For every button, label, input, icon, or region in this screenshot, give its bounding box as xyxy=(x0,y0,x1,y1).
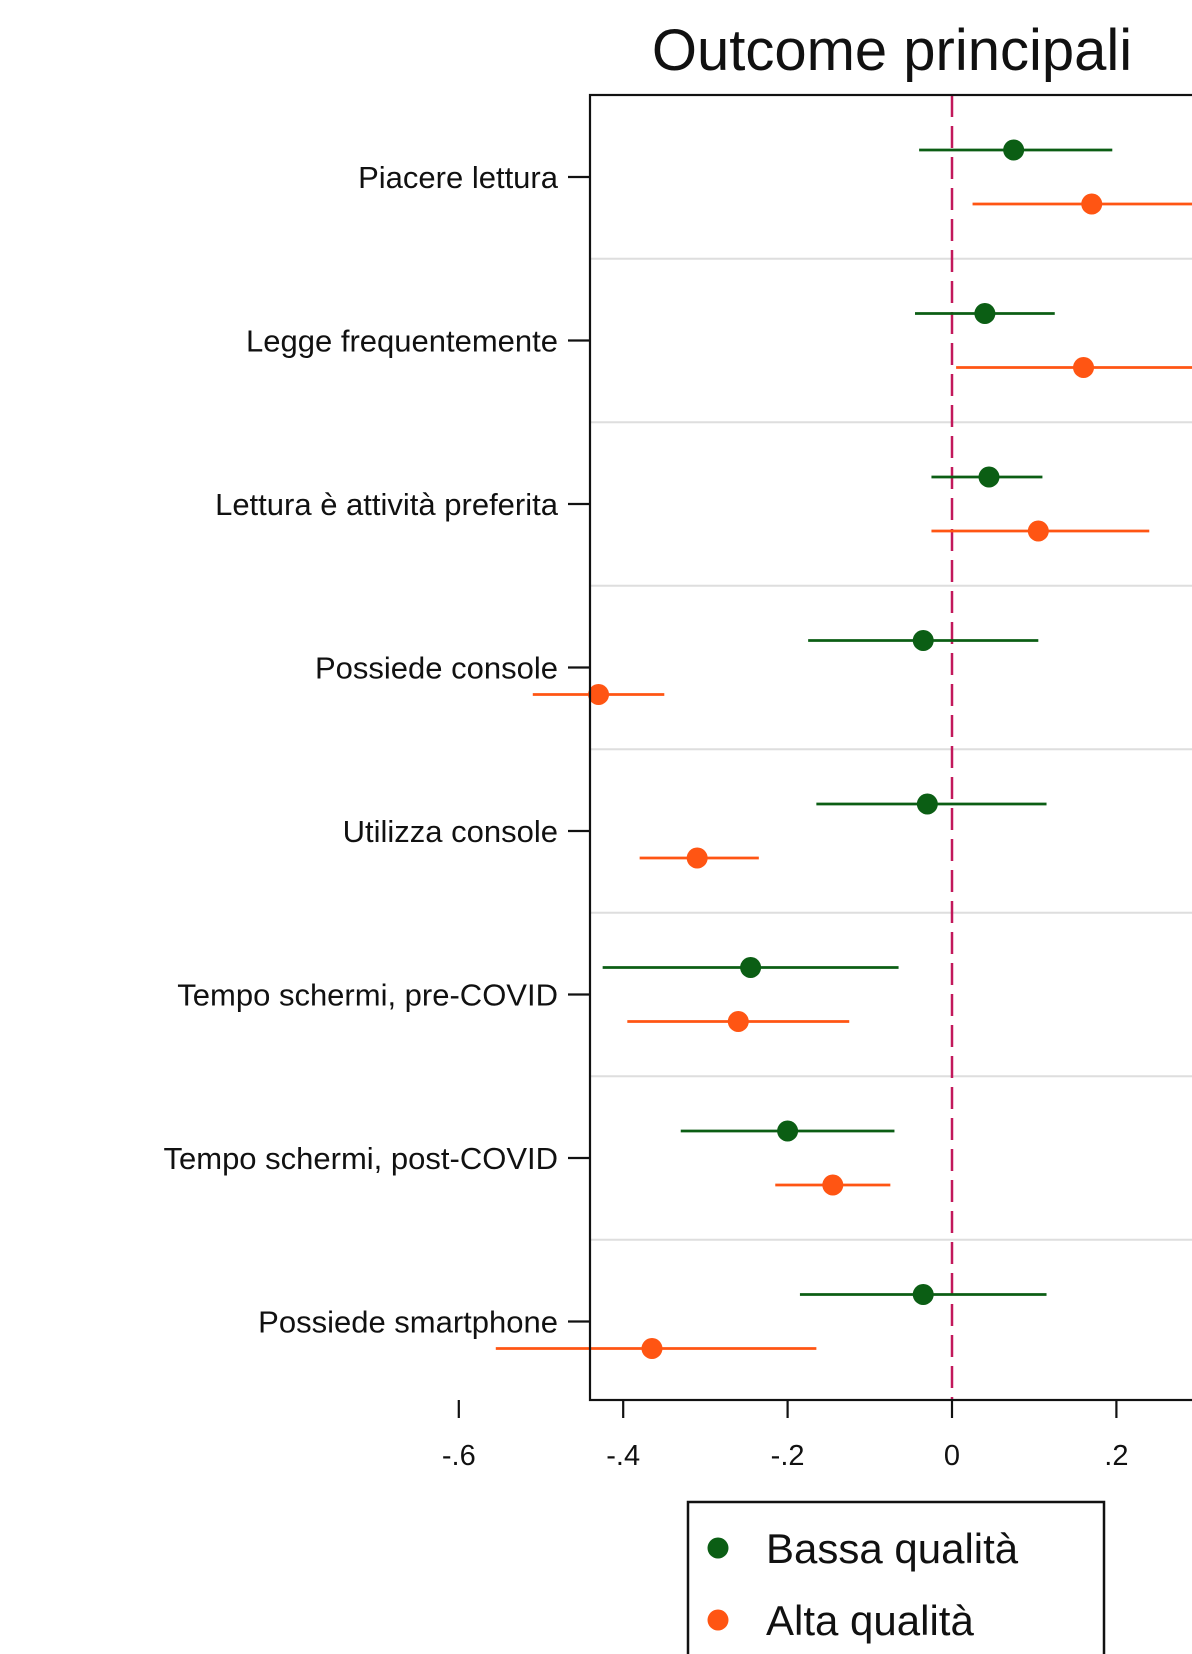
point-estimate xyxy=(974,303,996,324)
point-estimate xyxy=(978,466,1000,488)
legend-label: Bassa qualità xyxy=(766,1525,1019,1572)
point-estimate xyxy=(912,1284,934,1305)
point-estimate xyxy=(916,793,938,815)
category-label: Lettura è attività preferita xyxy=(215,487,559,522)
x-tick-label: -.6 xyxy=(442,1440,476,1472)
plot-frame xyxy=(588,93,1192,1402)
legend-marker xyxy=(707,1609,729,1631)
category-label: Utilizza console xyxy=(343,814,558,849)
x-axis: -.6-.4-.20.2.4 xyxy=(442,1400,1128,1472)
point-estimate xyxy=(822,1174,844,1196)
category-label: Piacere lettura xyxy=(358,160,559,195)
point-estimate xyxy=(1073,357,1095,378)
point-estimate xyxy=(1027,520,1049,542)
x-tick-label: 0 xyxy=(944,1440,960,1472)
point-estimate xyxy=(1003,139,1025,161)
category-label: Tempo schermi, pre-COVID xyxy=(177,978,558,1013)
point-estimate xyxy=(727,1011,749,1032)
x-tick-label: -.4 xyxy=(606,1440,640,1472)
category-label: Tempo schermi, post-COVID xyxy=(164,1141,559,1176)
category-separators xyxy=(590,257,1192,1241)
category-label: Possiede console xyxy=(315,651,558,686)
chart-title: Outcome principali xyxy=(652,18,1132,83)
category-label: Possiede smartphone xyxy=(258,1305,558,1340)
estimate-marks xyxy=(495,139,1192,1359)
point-estimate xyxy=(588,684,610,705)
category-label: Legge frequentemente xyxy=(246,324,558,359)
x-tick-label: -.2 xyxy=(771,1440,805,1472)
legend-box xyxy=(686,1500,1106,1654)
point-estimate xyxy=(740,957,762,978)
point-estimate xyxy=(1081,193,1103,215)
legend-marker xyxy=(707,1537,729,1559)
legend-label: Alta qualità xyxy=(766,1597,974,1644)
point-estimate xyxy=(912,630,934,651)
point-estimate xyxy=(686,847,708,869)
legend: Bassa qualità Alta qualità xyxy=(686,1500,1106,1654)
category-labels: Piacere lettura Legge frequentemente Lettu… xyxy=(164,160,590,1340)
point-estimate xyxy=(777,1120,799,1142)
point-estimate xyxy=(641,1338,663,1359)
x-tick-label: .2 xyxy=(1104,1440,1128,1472)
